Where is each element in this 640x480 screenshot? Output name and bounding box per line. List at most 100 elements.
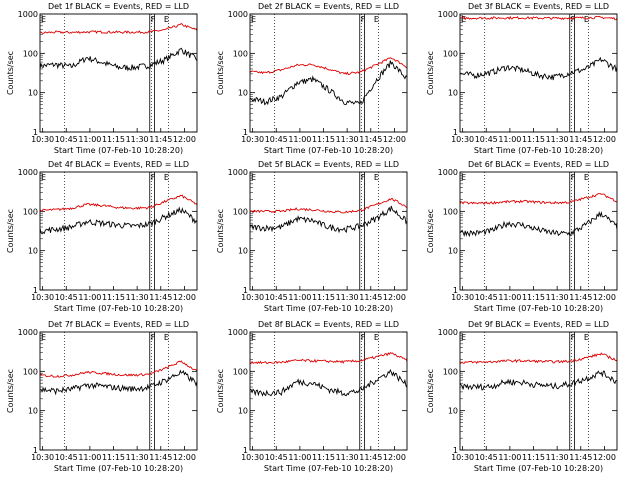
plot-frame [459,171,618,291]
x-tick-label: 10:30 [31,135,54,144]
marker-label-e: E [461,173,466,182]
marker-label-e: E [251,333,256,342]
x-tick-label: 10:45 [475,135,498,144]
y-tick-label: 1 [33,286,38,295]
x-tick-label: 11:30 [126,453,149,462]
detector-panel: Det 9f BLACK = Events, RED = LLD Counts/s… [426,320,618,473]
y-tick-label: 1000 [228,328,248,337]
x-tick-label: 10:30 [451,293,474,302]
plot-frame [249,171,408,291]
x-tick-label: 11:00 [78,453,101,462]
y-tick-label: 10 [238,89,248,98]
x-tick-label: 10:30 [31,453,54,462]
x-tick-label: 11:15 [102,135,125,144]
x-tick-label: 11:45 [569,135,592,144]
x-tick-label: 11:45 [149,293,172,302]
y-tick-label: 10 [448,407,458,416]
x-tick-label: 12:00 [173,453,196,462]
y-tick-label: 1000 [438,10,458,19]
y-tick-label: 1000 [228,10,248,19]
marker-label-e: E [41,15,46,24]
events-trace [39,369,198,396]
y-tick-label: 100 [233,367,248,376]
marker-label-f: F [361,333,366,342]
x-tick-label: 11:15 [522,135,545,144]
y-tick-label: 1 [243,128,248,137]
panel-title: Det 5f BLACK = Events, RED = LLD [258,160,399,169]
y-tick-label: 1000 [18,168,38,177]
panel-title: Det 8f BLACK = Events, RED = LLD [258,320,399,329]
y-axis-label: Counts/sec [216,209,225,253]
x-axis-label: Start Time (07-Feb-10 10:28:20) [54,464,183,473]
marker-label-f: F [571,333,576,342]
marker-label-e: E [251,173,256,182]
marker-label-e: E [164,333,169,342]
detector-panel: Det 7f BLACK = Events, RED = LLD Counts/s… [6,320,198,473]
marker-label-e: E [251,15,256,24]
y-axis-label: Counts/sec [6,51,15,95]
x-tick-label: 11:15 [522,293,545,302]
x-tick-label: 11:30 [336,293,359,302]
x-tick-label: 11:45 [569,293,592,302]
x-tick-label: 11:15 [312,293,335,302]
y-tick-label: 1 [453,128,458,137]
marker-label-e: E [584,15,589,24]
panel-title: Det 4f BLACK = Events, RED = LLD [48,160,189,169]
lld-trace [249,351,408,365]
y-tick-label: 10 [448,89,458,98]
lld-trace [39,360,198,378]
y-tick-label: 10 [28,407,38,416]
x-tick-label: 11:30 [546,293,569,302]
lld-trace [249,57,408,76]
plot-frame [249,331,408,451]
marker-label-e: E [584,333,589,342]
events-trace [249,368,408,397]
detector-panel: Det 5f BLACK = Events, RED = LLD Counts/s… [216,160,408,313]
x-tick-label: 11:15 [312,135,335,144]
x-tick-label: 11:15 [522,453,545,462]
plot-frame [39,13,198,133]
plot-frame [39,331,198,451]
marker-label-f: F [361,173,366,182]
x-axis-label: Start Time (07-Feb-10 10:28:20) [474,146,603,155]
y-tick-label: 1 [243,446,248,455]
y-tick-label: 1000 [18,10,38,19]
plot-frame [459,331,618,451]
x-tick-label: 12:00 [593,293,616,302]
lld-trace [39,22,198,35]
detector-panel: Det 1f BLACK = Events, RED = LLD Counts/s… [6,2,198,155]
events-trace [39,206,198,235]
x-tick-label: 11:15 [312,453,335,462]
x-tick-label: 12:00 [593,135,616,144]
y-tick-label: 1 [453,446,458,455]
lld-trace [459,15,618,21]
panel-title: Det 6f BLACK = Events, RED = LLD [468,160,609,169]
y-tick-label: 10 [448,247,458,256]
y-axis-label: Counts/sec [426,209,435,253]
x-tick-label: 11:45 [149,135,172,144]
marker-label-e: E [164,15,169,24]
events-trace [249,60,408,106]
x-tick-label: 11:45 [359,135,382,144]
y-axis-label: Counts/sec [216,51,225,95]
panel-title: Det 1f BLACK = Events, RED = LLD [48,2,189,11]
lld-trace [459,193,618,205]
marker-label-e: E [374,15,379,24]
marker-label-f: F [151,173,156,182]
marker-label-e: E [461,333,466,342]
x-tick-label: 11:00 [288,135,311,144]
x-tick-label: 12:00 [383,293,406,302]
lld-trace [249,197,408,214]
x-tick-label: 11:45 [359,293,382,302]
x-tick-label: 10:30 [241,453,264,462]
y-axis-label: Counts/sec [6,209,15,253]
x-axis-label: Start Time (07-Feb-10 10:28:20) [474,304,603,313]
x-axis-label: Start Time (07-Feb-10 10:28:20) [264,146,393,155]
x-axis-label: Start Time (07-Feb-10 10:28:20) [54,146,183,155]
x-tick-label: 10:45 [55,135,78,144]
y-tick-label: 100 [443,49,458,58]
events-trace [459,210,618,238]
x-tick-label: 11:30 [126,293,149,302]
x-tick-label: 11:00 [288,293,311,302]
x-tick-label: 10:30 [451,135,474,144]
